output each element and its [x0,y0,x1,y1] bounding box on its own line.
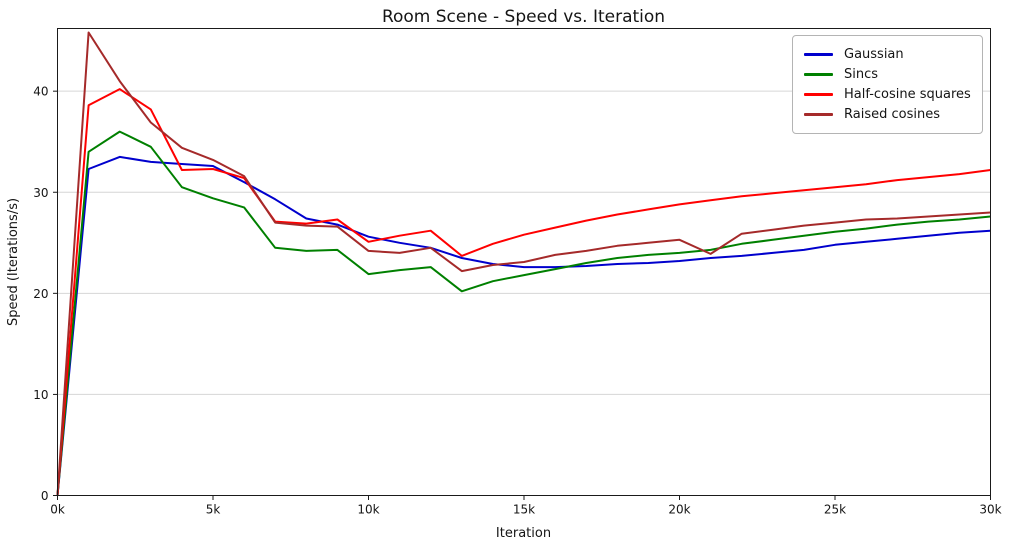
legend-item-gaussian: Gaussian [804,45,974,64]
legend-line-swatch [804,53,833,56]
x-tick-label: 5k [206,503,221,517]
legend-label: Half-cosine squares [844,87,971,102]
y-tick-label: 20 [33,287,48,301]
y-axis-label: Speed (Iterations/s) [6,198,21,326]
series-lines [56,31,991,496]
series-line-half-cosine-squares [56,88,991,496]
chart-title: Room Scene - Speed vs. Iteration [382,7,665,27]
x-tick-label: 30k [979,503,1001,517]
legend-item-half-cosine-squares: Half-cosine squares [804,85,974,104]
x-tick-label: 25k [824,503,846,517]
legend-label: Raised cosines [844,107,940,122]
y-tick-label: 40 [33,85,48,99]
x-tick-label: 20k [668,503,690,517]
legend-label: Gaussian [844,47,904,62]
legend: Gaussian Sincs Half-cosine squares Raised c… [792,35,983,134]
legend-line-swatch [804,93,833,96]
tick-labels: 0k 5k 10k 15k 20k 25k 30k 0 10 20 30 40 [33,85,1001,517]
series-line-gaussian [56,155,991,496]
legend-item-raised-cosines: Raised cosines [804,105,974,124]
legend-item-sincs: Sincs [804,65,974,84]
legend-line-swatch [804,73,833,76]
series-line-raised-cosines [56,31,991,496]
x-tick-label: 0k [50,503,65,517]
y-tick-label: 30 [33,186,48,200]
axes [53,28,991,500]
legend-label: Sincs [844,67,879,82]
legend-line-swatch [804,113,833,116]
y-tick-label: 10 [33,388,48,402]
series-line-sincs [56,130,991,496]
x-tick-label: 15k [513,503,535,517]
x-tick-label: 10k [357,503,379,517]
x-axis-label: Iteration [496,526,551,541]
y-tick-label: 0 [41,489,49,503]
